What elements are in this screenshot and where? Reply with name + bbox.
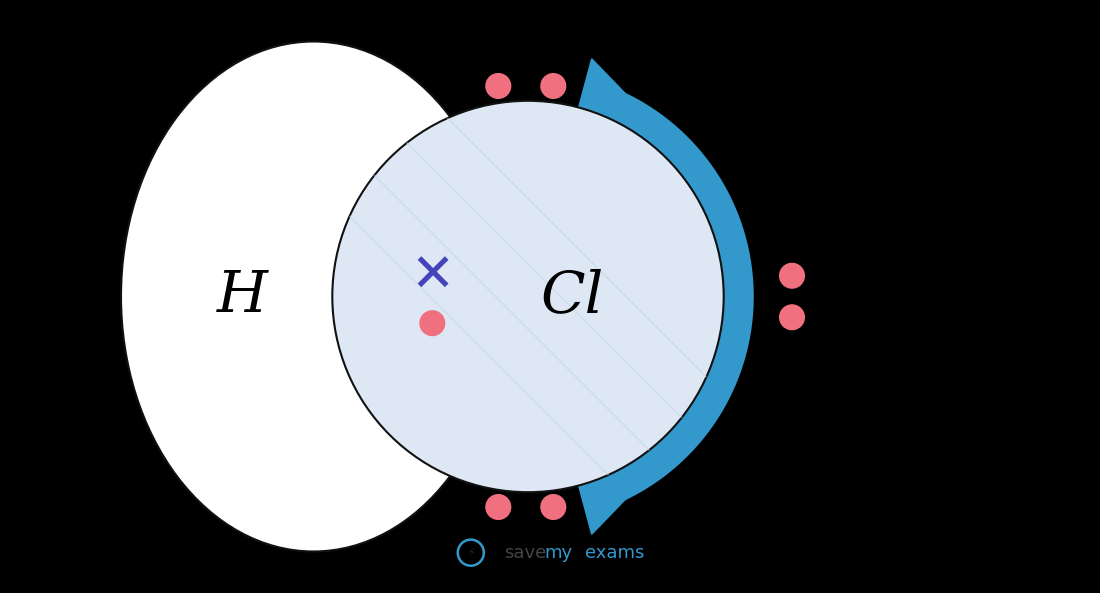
Text: Cl: Cl xyxy=(540,268,604,325)
Circle shape xyxy=(779,263,805,289)
Text: my: my xyxy=(544,544,573,562)
Polygon shape xyxy=(573,59,640,127)
Text: exams: exams xyxy=(585,544,645,562)
Ellipse shape xyxy=(121,42,506,551)
Text: ✕: ✕ xyxy=(410,250,454,302)
Circle shape xyxy=(419,310,446,336)
Text: ⚡: ⚡ xyxy=(466,548,475,557)
Circle shape xyxy=(540,73,566,99)
Text: save: save xyxy=(504,544,546,562)
Circle shape xyxy=(779,304,805,330)
Circle shape xyxy=(540,494,566,520)
Circle shape xyxy=(485,73,512,99)
Circle shape xyxy=(485,494,512,520)
Polygon shape xyxy=(573,466,640,534)
Circle shape xyxy=(332,101,724,492)
Text: H: H xyxy=(217,268,267,325)
